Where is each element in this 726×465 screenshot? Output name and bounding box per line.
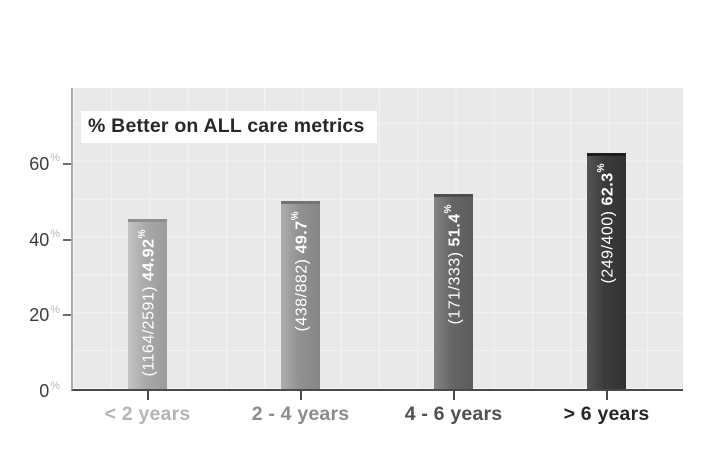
bar-value-label: (438/882) 49.7% xyxy=(289,210,311,332)
bar-2-4-years: (438/882) 49.7% xyxy=(281,200,320,389)
bar-fraction: (171/333) xyxy=(446,246,464,325)
y-tick-label: 60 xyxy=(29,153,50,174)
y-tick-label: 40 xyxy=(29,229,50,250)
x-tick-mark xyxy=(605,391,608,400)
bar-value-label: (171/333) 51.4% xyxy=(442,204,464,325)
bar-value-label: (1164/2591) 44.92% xyxy=(136,228,158,377)
y-tick-mark xyxy=(63,238,71,241)
x-tick-mark xyxy=(299,391,302,400)
x-label-gt-6-years: > 6 years xyxy=(563,402,650,425)
percent-sign: % xyxy=(595,163,607,173)
bar-gt-6-years: (249/400) 62.3% xyxy=(587,153,626,389)
bar-cap xyxy=(587,153,626,156)
bar-lt-2-years: (1164/2591) 44.92% xyxy=(128,218,167,389)
bar-cap xyxy=(434,194,473,198)
percent-sign: % xyxy=(136,228,148,239)
y-tick-label: 0 xyxy=(39,381,50,401)
percent-sign: % xyxy=(289,210,301,221)
bar-cap xyxy=(128,218,167,222)
bar-4-6-years: (171/333) 51.4% xyxy=(434,194,473,389)
y-tick-label: 20 xyxy=(29,305,50,326)
percent-sign: % xyxy=(50,303,60,316)
bar-cap xyxy=(281,200,320,204)
y-tick-mark xyxy=(63,162,71,165)
bar-percent-value: 51.4 xyxy=(446,213,464,247)
y-axis-tick-20: 20% xyxy=(0,303,71,326)
bar-percent-value: 62.3 xyxy=(599,172,617,206)
y-axis-tick-0: 0% xyxy=(0,379,71,401)
x-label-2-4-years: 2 - 4 years xyxy=(251,402,350,425)
bar-percent-value: 44.92 xyxy=(140,238,158,281)
percent-sign: % xyxy=(50,152,60,165)
percent-sign: % xyxy=(442,204,454,214)
chart-title: % Better on ALL care metrics xyxy=(81,111,377,143)
x-label-lt-2-years: < 2 years xyxy=(104,402,191,425)
y-axis-tick-40: 40% xyxy=(0,228,71,250)
percent-sign: % xyxy=(50,379,60,392)
y-axis-tick-60: 60% xyxy=(0,152,71,174)
bar-percent-value: 49.7 xyxy=(293,220,311,254)
bar-value-label: (249/400) 62.3% xyxy=(595,163,617,284)
bar-fraction: (1164/2591) xyxy=(140,280,158,377)
plot-area: % Better on ALL care metrics (1164/2591)… xyxy=(71,88,683,391)
bar-fraction: (249/400) xyxy=(599,205,617,284)
y-tick-mark xyxy=(63,314,71,317)
bar-fraction: (438/882) xyxy=(293,253,311,332)
percent-sign: % xyxy=(50,228,60,240)
x-label-4-6-years: 4 - 6 years xyxy=(404,402,503,425)
x-tick-mark xyxy=(146,391,149,400)
x-tick-mark xyxy=(452,391,455,400)
